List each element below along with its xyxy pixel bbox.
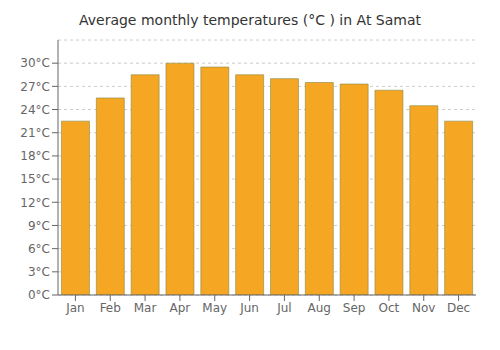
svg-text:15°C: 15°C — [20, 172, 50, 186]
svg-text:Feb: Feb — [100, 301, 121, 315]
svg-text:3°C: 3°C — [28, 265, 50, 279]
svg-text:21°C: 21°C — [20, 126, 50, 140]
svg-text:Aug: Aug — [308, 301, 331, 315]
svg-text:Dec: Dec — [447, 301, 470, 315]
svg-text:Mar: Mar — [134, 301, 157, 315]
svg-text:0°C: 0°C — [28, 288, 50, 302]
html-text:Average monthly temperatures (: Average monthly temperatures (°C ) in At… — [79, 12, 421, 28]
svg-text:24°C: 24°C — [20, 103, 50, 117]
svg-text:Apr: Apr — [170, 301, 191, 315]
svg-text:Jul: Jul — [276, 301, 291, 315]
svg-text:Nov: Nov — [412, 301, 435, 315]
svg-text:12°C: 12°C — [20, 196, 50, 210]
svg-text:6°C: 6°C — [28, 242, 50, 256]
svg-text:Jan: Jan — [65, 301, 85, 315]
svg-text:May: May — [202, 301, 227, 315]
svg-text:Oct: Oct — [379, 301, 400, 315]
svg-text:Jun: Jun — [239, 301, 259, 315]
svg-text:27°C: 27°C — [20, 80, 50, 94]
svg-text:Sep: Sep — [343, 301, 366, 315]
svg-text:9°C: 9°C — [28, 219, 50, 233]
svg-text:30°C: 30°C — [20, 56, 50, 70]
svg-text:18°C: 18°C — [20, 149, 50, 163]
